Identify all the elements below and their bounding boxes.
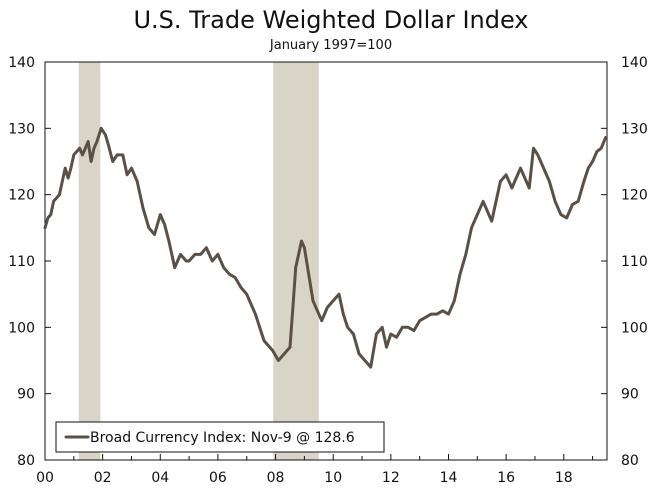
x-tick-label: 00 <box>36 470 54 486</box>
y-tick-label-left: 90 <box>17 387 35 403</box>
series-layer <box>43 126 608 369</box>
series-line-broad-currency-index <box>43 126 608 369</box>
y-tick-label-left: 130 <box>8 121 35 137</box>
recession-bands <box>78 62 319 460</box>
chart-subtitle: January 1997=100 <box>269 38 393 53</box>
x-tick-label: 14 <box>440 470 458 486</box>
plot-area-frame <box>44 61 608 461</box>
x-tick-label: 04 <box>151 470 169 486</box>
y-tick-label-right: 120 <box>621 188 648 204</box>
recession-band-1 <box>78 62 101 460</box>
legend-box <box>55 421 385 453</box>
y-tick-label-right: 80 <box>621 453 639 469</box>
x-tick-label: 18 <box>555 470 573 486</box>
x-tick-label: 06 <box>209 470 227 486</box>
y-tick-label-right: 130 <box>621 121 648 137</box>
y-tick-label-right: 110 <box>621 254 648 270</box>
x-tick-label: 12 <box>382 470 400 486</box>
x-tick-label: 10 <box>324 470 342 486</box>
y-tick-label-right: 90 <box>621 387 639 403</box>
legend-label: Broad Currency Index: Nov-9 @ 128.6 <box>90 430 355 446</box>
x-tick-label: 16 <box>497 470 515 486</box>
chart-title: U.S. Trade Weighted Dollar Index <box>133 6 529 34</box>
x-tick-label: 02 <box>94 470 112 486</box>
y-tick-label-left: 140 <box>8 55 35 71</box>
x-tick-label: 08 <box>267 470 285 486</box>
y-tick-label-left: 120 <box>8 188 35 204</box>
y-tick-label-left: 100 <box>8 320 35 336</box>
y-tick-label-right: 140 <box>621 55 648 71</box>
y-tick-label-left: 110 <box>8 254 35 270</box>
y-tick-label-right: 100 <box>621 320 648 336</box>
legend: Broad Currency Index: Nov-9 @ 128.6 <box>55 421 385 453</box>
y-tick-label-left: 80 <box>17 453 35 469</box>
